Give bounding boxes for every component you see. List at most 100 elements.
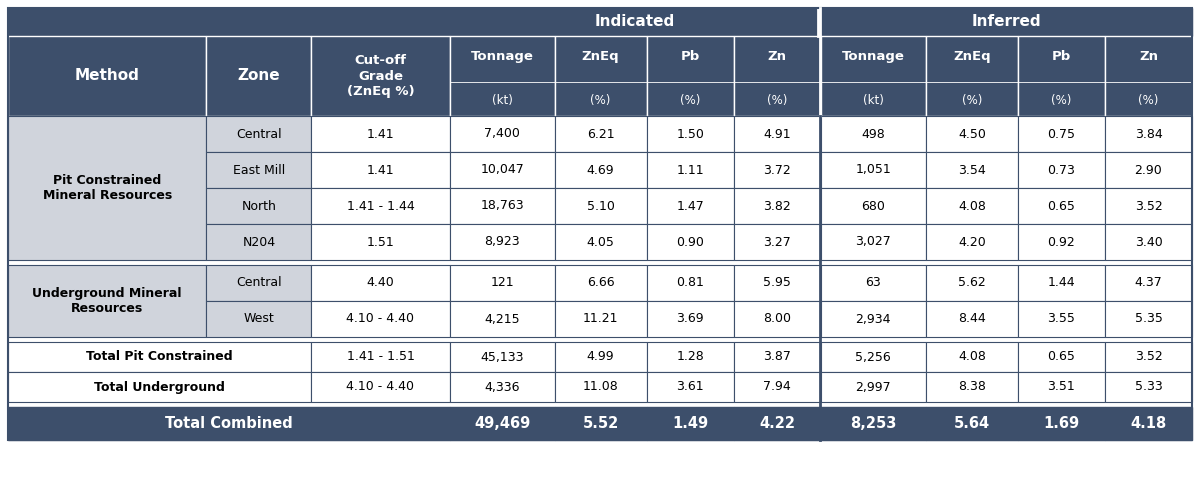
Text: 1.28: 1.28 (677, 351, 704, 364)
Text: 1,051: 1,051 (856, 164, 892, 176)
Text: Indicated: Indicated (595, 14, 676, 29)
Bar (1105, 265, 1192, 301)
Text: 4,215: 4,215 (485, 313, 520, 326)
Bar (733, 36, 821, 116)
Text: 1.44: 1.44 (1048, 276, 1075, 289)
Text: East Mill: East Mill (233, 164, 286, 176)
Bar (311, 372, 450, 402)
Bar (1105, 342, 1192, 372)
Bar (821, 372, 925, 402)
Text: West: West (244, 313, 275, 326)
Text: 63: 63 (865, 276, 881, 289)
Text: 0.92: 0.92 (1048, 236, 1075, 248)
Bar (8, 342, 311, 372)
Bar (1018, 152, 1105, 188)
Bar (1018, 301, 1105, 337)
Text: 4.91: 4.91 (763, 128, 791, 141)
Text: 4,336: 4,336 (485, 381, 520, 394)
Bar (1105, 188, 1192, 224)
Bar (206, 188, 311, 224)
Bar (206, 224, 311, 260)
Bar (733, 301, 821, 337)
Bar (311, 188, 450, 224)
Text: 0.65: 0.65 (1048, 199, 1075, 213)
Text: 1.50: 1.50 (677, 128, 704, 141)
Bar (821, 188, 925, 224)
Bar (925, 342, 1018, 372)
Bar (1105, 116, 1192, 152)
Text: 4.20: 4.20 (958, 236, 985, 248)
Text: 3.51: 3.51 (1048, 381, 1075, 394)
Bar (647, 188, 733, 224)
Bar (450, 342, 554, 372)
Text: ZnEq: ZnEq (953, 50, 991, 63)
Bar (450, 372, 554, 402)
Bar (1105, 36, 1192, 116)
Text: 3.52: 3.52 (1135, 351, 1163, 364)
Bar (554, 265, 647, 301)
Text: 3.52: 3.52 (1135, 199, 1163, 213)
Bar (311, 116, 450, 152)
Text: 4.22: 4.22 (760, 416, 796, 431)
Bar (450, 116, 554, 152)
Text: Inferred: Inferred (972, 14, 1042, 29)
Text: 3,027: 3,027 (856, 236, 892, 248)
Bar (554, 407, 647, 440)
Text: 5,256: 5,256 (856, 351, 892, 364)
Text: Tonnage: Tonnage (470, 50, 534, 63)
Text: 5.52: 5.52 (582, 416, 619, 431)
Bar (733, 116, 821, 152)
Text: 0.65: 0.65 (1048, 351, 1075, 364)
Text: Total Pit Constrained: Total Pit Constrained (86, 351, 233, 364)
Bar (821, 342, 925, 372)
Text: (%): (%) (961, 94, 982, 107)
Text: 3.69: 3.69 (677, 313, 704, 326)
Bar (8, 8, 450, 36)
Text: Pit Constrained
Mineral Resources: Pit Constrained Mineral Resources (42, 174, 172, 202)
Bar (647, 342, 733, 372)
Bar (206, 36, 311, 116)
Bar (1105, 301, 1192, 337)
Bar (8, 36, 206, 116)
Text: 3.54: 3.54 (958, 164, 985, 176)
Text: 4.69: 4.69 (587, 164, 614, 176)
Text: 4.37: 4.37 (1135, 276, 1163, 289)
Text: 4.99: 4.99 (587, 351, 614, 364)
Bar (311, 265, 450, 301)
Bar (925, 265, 1018, 301)
Text: Central: Central (236, 128, 282, 141)
Bar (647, 116, 733, 152)
Text: 3.40: 3.40 (1135, 236, 1163, 248)
Text: 7.94: 7.94 (763, 381, 791, 394)
Text: Tonnage: Tonnage (842, 50, 905, 63)
Text: 4.08: 4.08 (958, 199, 985, 213)
Bar (554, 116, 647, 152)
Text: 0.90: 0.90 (677, 236, 704, 248)
Bar (733, 407, 821, 440)
Text: Total Combined: Total Combined (164, 416, 293, 431)
Bar (925, 301, 1018, 337)
Text: 4.08: 4.08 (958, 351, 985, 364)
Text: 2,934: 2,934 (856, 313, 892, 326)
Bar (450, 188, 554, 224)
Bar (450, 301, 554, 337)
Bar (311, 224, 450, 260)
Bar (554, 152, 647, 188)
Text: 4.05: 4.05 (587, 236, 614, 248)
Bar (8, 372, 311, 402)
Bar (733, 152, 821, 188)
Bar (206, 152, 311, 188)
Bar (1018, 116, 1105, 152)
Text: Total Underground: Total Underground (95, 381, 226, 394)
Text: 5.64: 5.64 (954, 416, 990, 431)
Text: 2.90: 2.90 (1135, 164, 1163, 176)
Text: 6.66: 6.66 (587, 276, 614, 289)
Text: 1.41: 1.41 (367, 128, 395, 141)
Bar (647, 301, 733, 337)
Bar (8, 116, 206, 260)
Bar (8, 8, 1192, 440)
Text: 1.49: 1.49 (672, 416, 708, 431)
Text: 8,923: 8,923 (485, 236, 520, 248)
Text: (kt): (kt) (863, 94, 883, 107)
Bar (554, 224, 647, 260)
